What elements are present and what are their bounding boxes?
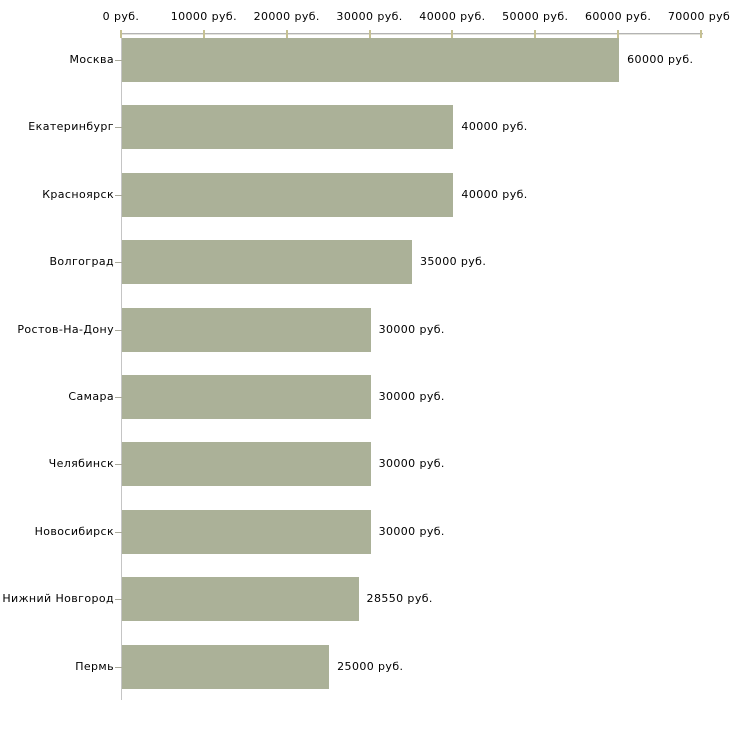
category-label: Новосибирск <box>34 524 114 538</box>
value-label: 30000 руб. <box>378 524 445 538</box>
category-label: Пермь <box>75 659 114 673</box>
category-label: Ростов-На-Дону <box>17 322 114 336</box>
x-axis-tick-label: 0 руб. <box>102 10 140 23</box>
value-label: 40000 руб. <box>461 120 528 134</box>
category-tick <box>115 599 122 600</box>
category-label: Самара <box>68 390 114 403</box>
x-axis-tick-label: 10000 руб. <box>170 10 237 23</box>
x-axis-tick-label: 20000 руб. <box>253 10 320 23</box>
category-label: Москва <box>69 53 114 66</box>
y-axis-line <box>121 33 122 700</box>
category-label: Челябинск <box>48 457 114 471</box>
bar-7 <box>122 509 371 554</box>
x-axis-tick <box>285 30 288 38</box>
x-axis-tick-label: 40000 руб. <box>419 10 486 23</box>
x-axis-tick-label: 30000 руб. <box>336 10 403 23</box>
value-label: 30000 руб. <box>378 322 445 336</box>
bar-3 <box>122 240 412 285</box>
category-label: Красноярск <box>42 187 114 201</box>
x-axis-tick <box>120 30 122 38</box>
category-tick <box>115 330 122 331</box>
category-tick <box>115 464 122 465</box>
x-axis-tick <box>368 30 371 38</box>
category-label: Нижний Новгород <box>2 592 114 606</box>
x-axis-tick <box>202 30 205 38</box>
category-tick <box>115 397 122 398</box>
bar-1 <box>122 105 454 150</box>
category-tick <box>115 195 122 196</box>
bar-0 <box>122 38 620 82</box>
bar-5 <box>122 375 371 419</box>
bar-2 <box>122 172 454 217</box>
x-axis-tick-label: 60000 руб. <box>585 10 652 23</box>
category-tick <box>115 262 122 263</box>
category-tick <box>115 667 122 668</box>
value-label: 28550 руб. <box>366 592 433 606</box>
value-label: 35000 руб. <box>420 255 487 269</box>
x-axis-tick <box>700 30 702 38</box>
x-axis-tick <box>617 30 620 38</box>
value-label: 30000 руб. <box>378 457 445 471</box>
bar-6 <box>122 442 371 487</box>
bar-4 <box>122 307 371 352</box>
category-label: Екатеринбург <box>28 120 114 134</box>
x-axis-tick-label: 50000 руб. <box>502 10 569 23</box>
category-label: Волгоград <box>49 255 114 269</box>
x-axis-tick <box>451 30 454 38</box>
bar-9 <box>122 644 330 689</box>
value-label: 40000 руб. <box>461 187 528 201</box>
x-axis-tick <box>534 30 537 38</box>
value-label: 60000 руб. <box>627 53 694 66</box>
category-tick <box>115 532 122 533</box>
category-tick <box>115 127 122 128</box>
category-tick <box>115 60 122 61</box>
value-label: 30000 руб. <box>378 390 445 403</box>
value-label: 25000 руб. <box>337 659 404 673</box>
x-axis-line <box>121 33 703 35</box>
bar-8 <box>122 577 359 622</box>
x-axis-tick-label: 70000 руб. <box>667 10 730 23</box>
